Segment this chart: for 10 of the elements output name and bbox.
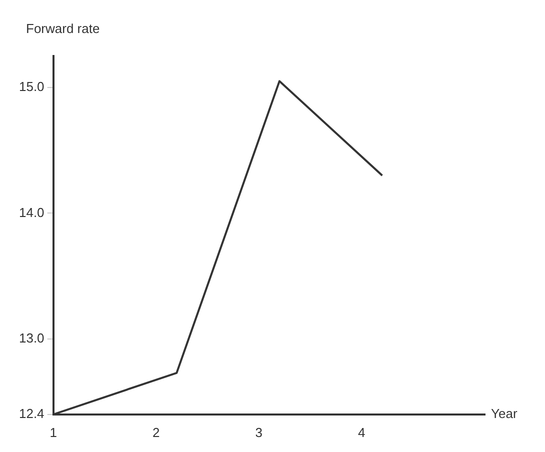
y-tick-label: 15.0 xyxy=(18,79,44,94)
x-tick-label: 1 xyxy=(50,424,57,440)
y-tick-label: 13.0 xyxy=(18,330,44,346)
x-axis-title: Year xyxy=(491,406,518,421)
x-tick-label: 4 xyxy=(358,424,366,440)
y-tick-label: 12.4 xyxy=(18,406,44,421)
y-tick-label: 14.0 xyxy=(18,204,44,220)
y-axis-title: Forward rate xyxy=(26,21,100,36)
x-tick-label: 3 xyxy=(255,424,262,440)
x-tick-label: 2 xyxy=(152,424,160,440)
